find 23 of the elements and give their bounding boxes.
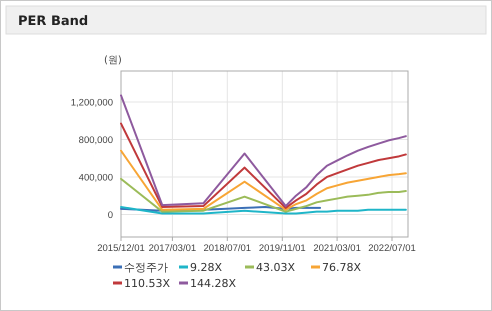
line-series bbox=[120, 122, 407, 209]
x-tick-label: 2015/12/01 bbox=[97, 243, 145, 254]
x-tick-label: 2018/07/01 bbox=[204, 243, 252, 254]
legend-label: 110.53X bbox=[124, 277, 170, 290]
line-series bbox=[120, 178, 407, 213]
legend-label: 144.28X bbox=[190, 277, 236, 290]
legend-label: 수정주가 bbox=[124, 261, 168, 274]
x-tick-label: 2017/03/01 bbox=[148, 243, 196, 254]
line-series bbox=[120, 206, 407, 215]
y-tick-label: 1,200,000 bbox=[70, 97, 113, 108]
chart-title: PER Band bbox=[18, 14, 88, 29]
x-tick-label: 2021/03/01 bbox=[313, 243, 361, 254]
y-tick-label: 0 bbox=[108, 210, 113, 221]
y-tick-label: 800,000 bbox=[78, 134, 113, 146]
line-series bbox=[120, 150, 407, 211]
legend-label: 76.78X bbox=[322, 261, 362, 274]
legend-label: 9.28X bbox=[190, 261, 222, 274]
legend-label: 43.03X bbox=[256, 261, 296, 274]
line-series bbox=[120, 94, 407, 208]
x-tick-label: 2022/07/01 bbox=[368, 243, 416, 254]
x-tick-label: 2019/11/01 bbox=[258, 243, 306, 254]
y-tick-label: 400,000 bbox=[78, 172, 113, 184]
y-axis-title: (원) bbox=[104, 55, 122, 66]
